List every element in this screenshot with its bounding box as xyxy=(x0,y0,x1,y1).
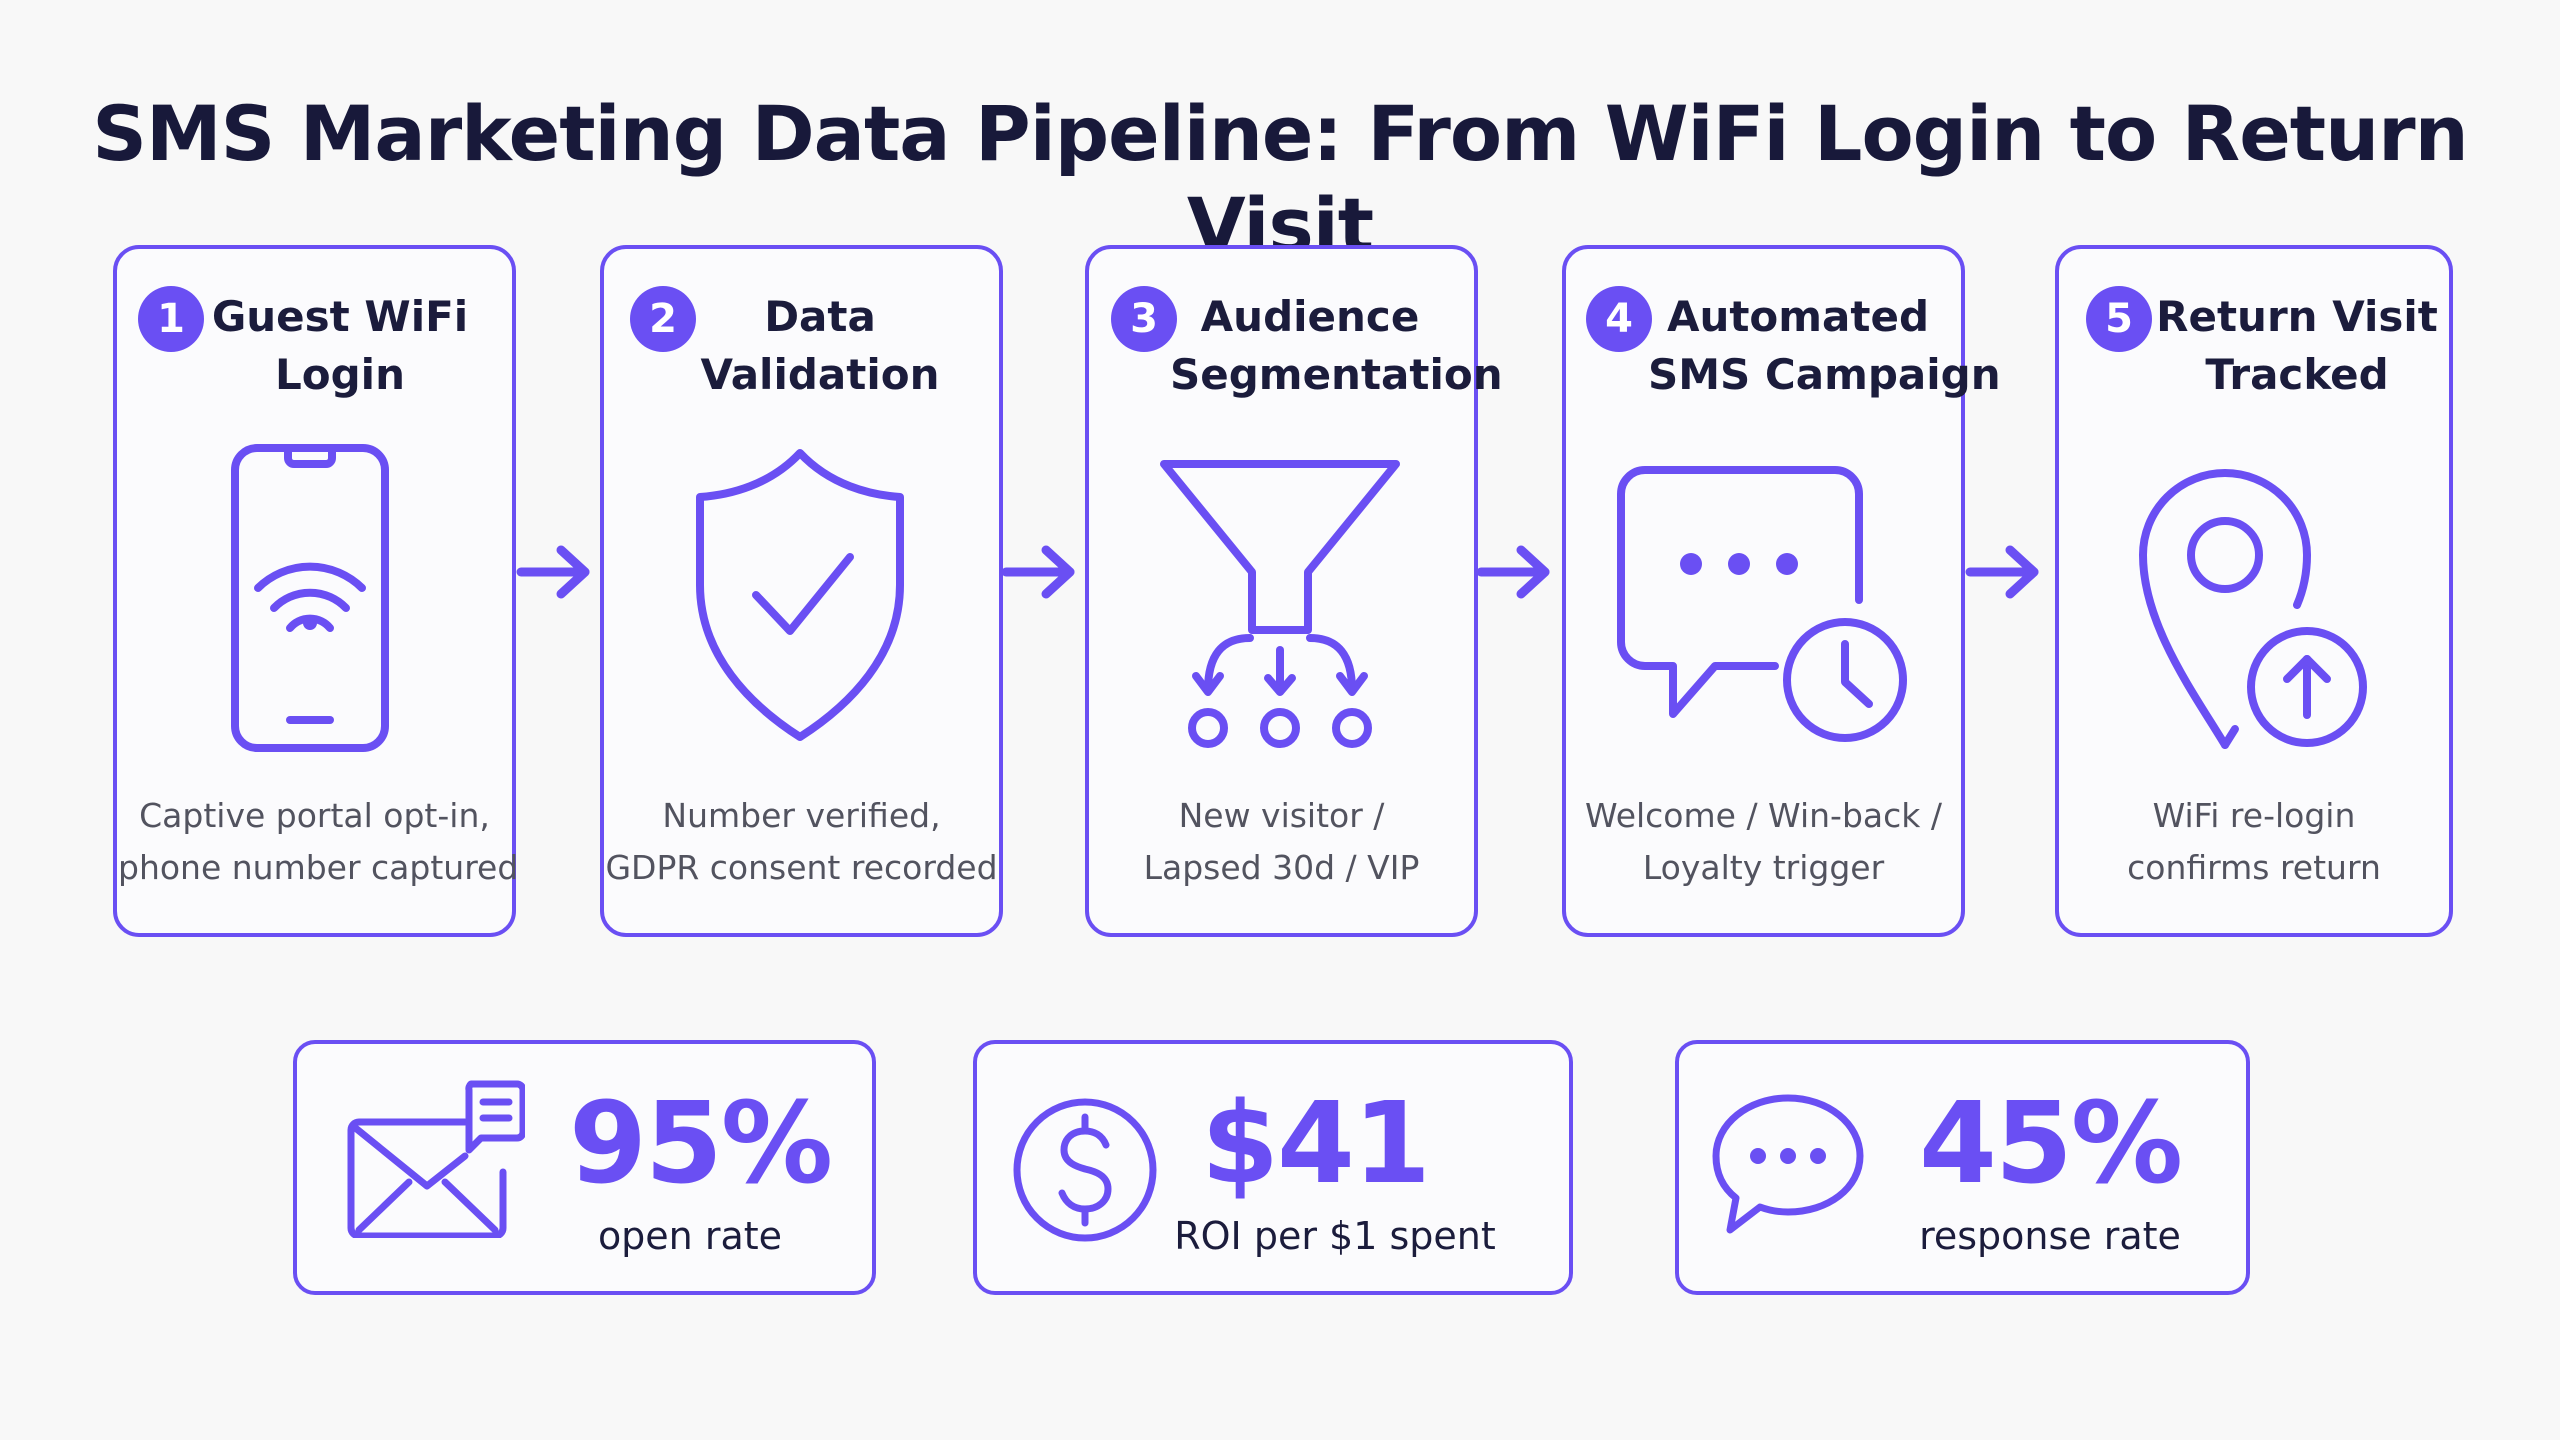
step-description: New visitor / Lapsed 30d / VIP xyxy=(1090,790,1473,894)
arrow-right-icon xyxy=(1476,545,1550,599)
step-number-badge: 1 xyxy=(138,286,204,352)
step-title: Automated SMS Campaign xyxy=(1648,288,2001,404)
step-desc-line: New visitor / xyxy=(1178,796,1385,835)
step-desc-line: Lapsed 30d / VIP xyxy=(1143,848,1420,887)
step-description: Welcome / Win-back / Loyalty trigger xyxy=(1567,790,1960,894)
step-number-badge: 2 xyxy=(630,286,696,352)
step-desc-line: Welcome / Win-back / xyxy=(1585,796,1942,835)
dollar-circle-icon xyxy=(1013,1098,1157,1242)
stat-value: $41 xyxy=(1201,1079,1431,1209)
step-card-4 xyxy=(1562,245,1965,937)
step-title-line: Validation xyxy=(700,350,940,399)
step-card-1 xyxy=(113,245,516,937)
step-desc-line: phone number captured xyxy=(118,848,519,887)
stat-card-response-rate xyxy=(1675,1040,2250,1295)
step-desc-line: WiFi re-login xyxy=(2152,796,2356,835)
step-title-line: SMS Campaign xyxy=(1648,350,2001,399)
step-desc-line: confirms return xyxy=(2127,848,2381,887)
stat-value: 45% xyxy=(1918,1079,2183,1209)
step-title-line: Data xyxy=(764,292,876,341)
step-title-line: Return Visit xyxy=(2156,292,2438,341)
step-desc-line: Loyalty trigger xyxy=(1642,848,1885,887)
arrow-right-icon xyxy=(1965,545,2039,599)
shield-check-icon xyxy=(696,449,904,741)
step-description: WiFi re-login confirms return xyxy=(2060,790,2448,894)
step-title: Guest WiFi Login xyxy=(200,288,480,404)
step-title-line: Guest WiFi xyxy=(211,292,469,341)
step-desc-line: Number verified, xyxy=(662,796,941,835)
step-number-badge: 3 xyxy=(1111,286,1177,352)
stat-value: 95% xyxy=(568,1079,833,1209)
step-title: Audience Segmentation xyxy=(1170,288,1503,404)
step-desc-line: GDPR consent recorded xyxy=(605,848,998,887)
arrow-right-icon xyxy=(1001,545,1075,599)
step-title-line: Audience xyxy=(1200,292,1420,341)
stat-label: ROI per $1 spent xyxy=(1174,1214,1496,1258)
arrow-right-icon xyxy=(516,545,590,599)
chat-bubble-icon xyxy=(1712,1094,1864,1234)
stat-card-open-rate xyxy=(293,1040,876,1295)
step-title-line: Segmentation xyxy=(1170,350,1503,399)
step-card-5 xyxy=(2055,245,2453,937)
step-number-badge: 5 xyxy=(2086,286,2152,352)
envelope-message-icon xyxy=(347,1080,525,1238)
page-title: SMS Marketing Data Pipeline: From WiFi L… xyxy=(92,89,2469,270)
step-title-line: Automated xyxy=(1666,292,1930,341)
step-title-line: Login xyxy=(275,350,405,399)
step-title: Return Visit Tracked xyxy=(2152,288,2442,404)
smartphone-wifi-icon xyxy=(231,444,389,752)
chat-clock-icon xyxy=(1617,466,1907,742)
step-title-line: Tracked xyxy=(2205,350,2389,399)
step-desc-line: Captive portal opt-in, xyxy=(139,796,490,835)
step-description: Number verified, GDPR consent recorded xyxy=(605,790,998,894)
step-title: Data Validation xyxy=(700,288,940,404)
funnel-icon xyxy=(1160,460,1400,748)
location-pin-up-icon xyxy=(2139,469,2367,749)
stat-card-roi xyxy=(973,1040,1573,1295)
stat-label: open rate xyxy=(597,1214,783,1258)
step-number-badge: 4 xyxy=(1586,286,1652,352)
stat-label: response rate xyxy=(1919,1214,2181,1258)
step-description: Captive portal opt-in, phone number capt… xyxy=(118,790,519,894)
step-card-3 xyxy=(1085,245,1478,937)
step-card-2 xyxy=(600,245,1003,937)
